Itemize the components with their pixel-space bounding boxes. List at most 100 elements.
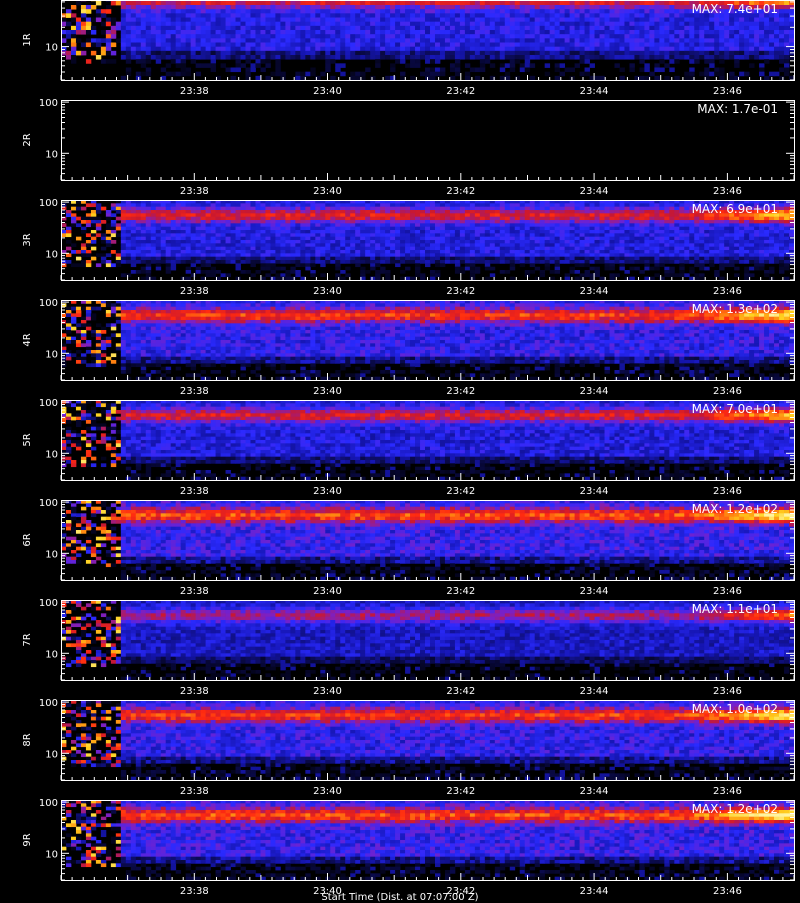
heatmap-cell xyxy=(490,243,495,247)
heatmap-cell xyxy=(600,18,605,23)
heatmap-cell xyxy=(460,26,465,31)
heatmap-cell xyxy=(161,13,166,18)
heatmap-cell xyxy=(460,207,465,211)
heatmap-cell xyxy=(465,267,470,271)
heatmap-cell xyxy=(181,233,186,237)
heatmap-cell xyxy=(325,223,330,227)
heatmap-cell xyxy=(265,59,270,64)
heatmap-cell xyxy=(719,76,724,81)
heatmap-cell xyxy=(201,247,206,251)
heatmap-cell xyxy=(415,263,420,267)
heatmap-cell xyxy=(355,22,360,27)
heatmap-cell xyxy=(141,55,146,60)
heatmap-cell xyxy=(350,18,355,23)
heatmap-cell xyxy=(610,13,615,18)
heatmap-cell xyxy=(520,227,525,231)
heatmap-cell xyxy=(505,38,510,43)
heatmap-cell xyxy=(654,250,659,254)
heatmap-cell xyxy=(400,233,405,237)
heatmap-cell xyxy=(156,43,161,48)
heatmap-cell xyxy=(415,59,420,64)
heatmap-cell xyxy=(500,34,505,39)
heatmap-cell xyxy=(191,203,196,207)
heatmap-cell xyxy=(500,233,505,237)
heatmap-cell xyxy=(186,18,191,23)
heatmap-cell xyxy=(410,277,415,281)
heatmap-cell xyxy=(350,220,355,224)
heatmap-cell xyxy=(500,247,505,251)
heatmap-cell xyxy=(216,230,221,234)
heatmap-cell xyxy=(260,1,265,6)
heatmap-cell xyxy=(206,217,211,221)
heatmap-cell xyxy=(639,68,644,73)
heatmap-cell xyxy=(440,13,445,18)
heatmap-cell xyxy=(500,220,505,224)
heatmap-cell xyxy=(335,207,340,211)
heatmap-cell xyxy=(156,237,161,241)
heatmap-cell xyxy=(475,270,480,274)
heatmap-cell xyxy=(265,213,270,217)
heatmap-cell xyxy=(216,30,221,35)
heatmap-cell xyxy=(280,223,285,227)
heatmap-cell xyxy=(510,51,515,56)
heatmap-cell xyxy=(161,233,166,237)
heatmap-cell xyxy=(724,18,729,23)
heatmap-cell xyxy=(450,26,455,31)
heatmap-cell xyxy=(525,247,530,251)
heatmap-cell xyxy=(141,34,146,39)
heatmap-cell xyxy=(455,18,460,23)
heatmap-cell xyxy=(465,9,470,14)
heatmap-cell xyxy=(181,237,186,241)
heatmap-cell xyxy=(111,250,116,254)
heatmap-cell xyxy=(101,257,106,261)
heatmap-cell xyxy=(649,247,654,251)
heatmap-cell xyxy=(440,22,445,27)
heatmap-cell xyxy=(425,227,430,231)
heatmap-cell xyxy=(101,253,106,257)
heatmap-cell xyxy=(455,63,460,68)
heatmap-cell xyxy=(290,207,295,211)
heatmap-cell xyxy=(475,22,480,27)
heatmap-cell xyxy=(171,1,176,6)
heatmap-cell xyxy=(475,43,480,48)
heatmap-cell xyxy=(350,55,355,60)
heatmap-cell xyxy=(585,247,590,251)
heatmap-cell xyxy=(709,34,714,39)
heatmap-cell xyxy=(96,55,101,60)
heatmap-cell xyxy=(355,263,360,267)
heatmap-cell xyxy=(535,210,540,214)
heatmap-cell xyxy=(550,13,555,18)
heatmap-cell xyxy=(280,1,285,6)
heatmap-cell xyxy=(560,237,565,241)
heatmap-cell xyxy=(395,220,400,224)
heatmap-cell xyxy=(106,43,111,48)
heatmap-cell xyxy=(525,250,530,254)
heatmap-cell xyxy=(619,260,624,264)
heatmap-cell xyxy=(575,5,580,10)
heatmap-cell xyxy=(121,240,126,244)
heatmap-cell xyxy=(71,30,76,35)
heatmap-cell xyxy=(96,217,101,221)
heatmap-cell xyxy=(560,240,565,244)
heatmap-cell xyxy=(315,213,320,217)
heatmap-cell xyxy=(395,207,400,211)
heatmap-cell xyxy=(181,210,186,214)
heatmap-cell xyxy=(744,18,749,23)
heatmap-cell xyxy=(141,270,146,274)
heatmap-cell xyxy=(505,18,510,23)
heatmap-cell xyxy=(744,47,749,52)
heatmap-cell xyxy=(280,203,285,207)
heatmap-cell xyxy=(510,253,515,257)
heatmap-cell xyxy=(380,233,385,237)
heatmap-cell xyxy=(206,63,211,68)
heatmap-cell xyxy=(241,63,246,68)
heatmap-cell xyxy=(280,243,285,247)
heatmap-cell xyxy=(555,68,560,73)
heatmap-cell xyxy=(390,223,395,227)
heatmap-cell xyxy=(121,38,126,43)
heatmap-cell xyxy=(390,230,395,234)
heatmap-cell xyxy=(420,213,425,217)
heatmap-cell xyxy=(201,223,206,227)
heatmap-cell xyxy=(161,237,166,241)
heatmap-cell xyxy=(590,213,595,217)
